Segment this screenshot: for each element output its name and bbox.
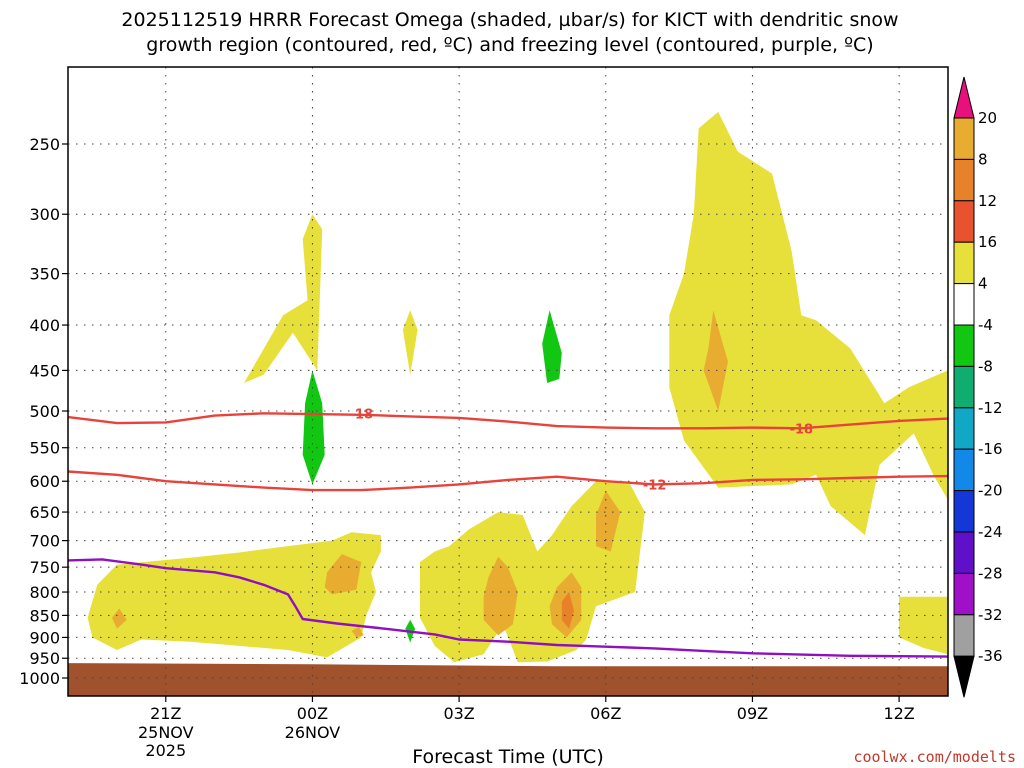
- omega-region-descent-2: [542, 310, 562, 383]
- colorbar-label-6: -12: [978, 399, 1003, 417]
- y-tick-label-700: 700: [29, 532, 60, 551]
- x-tick-date-00Z: 26NOV: [285, 723, 341, 742]
- colorbar-bin-4: [953, 283, 975, 326]
- x-tick-label-00Z: 00Z: [297, 704, 328, 723]
- contour-freezing-level: [68, 558, 948, 658]
- omega-region-ascent-right-edge: [899, 596, 948, 655]
- colorbar-bin-1: [953, 158, 975, 202]
- contours: -18 -18 -12: [68, 407, 948, 658]
- colorbar-bin-3: [953, 241, 975, 285]
- colorbar-bin-8: [953, 448, 975, 492]
- contour-label-dgz-minus-18-1: -18: [790, 422, 814, 437]
- y-tick-label-800: 800: [29, 583, 60, 602]
- colorbar-bin-0: [953, 117, 975, 160]
- colorbar-top-arrow: [953, 76, 975, 119]
- y-tick-label-600: 600: [29, 472, 60, 491]
- axes: 250 300 350 400 450 500 550 600 650 700 750 800 850 9…: [19, 135, 915, 760]
- x-axis-label: Forecast Time (UTC): [412, 746, 603, 768]
- colorbar-label-10: -28: [978, 564, 1003, 582]
- omega-region-ascent-core-5: [703, 310, 728, 411]
- colorbar-bin-12: [953, 614, 975, 657]
- omega-region-descent-1: [302, 370, 325, 485]
- omega-region-ascent-core-7: [351, 626, 364, 638]
- omega-region-ascent-core-6: [112, 608, 127, 629]
- omega-region-ascent-core-4: [596, 490, 621, 552]
- colorbar-label-11: -32: [978, 606, 1003, 624]
- x-tick-label-12Z: 12Z: [883, 704, 914, 723]
- y-tick-label-1000: 1000: [19, 669, 60, 688]
- x-tick-label-06Z: 06Z: [590, 704, 621, 723]
- x-tick-label-09Z: 09Z: [737, 704, 768, 723]
- colorbar-label-4: -4: [978, 316, 993, 334]
- omega-region-ascent-lowlevel-03z-06z: [420, 481, 645, 663]
- colorbar-bin-7: [953, 407, 975, 450]
- colorbar-label-1: 12: [978, 192, 997, 210]
- colorbar-bottom-arrow: [953, 655, 975, 698]
- gridlines: [68, 67, 948, 696]
- y-tick-label-550: 550: [29, 439, 60, 458]
- y-tick-label-300: 300: [29, 205, 60, 224]
- omega-region-ascent-small-0130z: [402, 310, 418, 375]
- colorbar-label-2: 16: [978, 233, 997, 251]
- colorbar-bin-9: [953, 490, 975, 533]
- contour-dgz-minus-12: [68, 470, 948, 492]
- y-tick-label-400: 400: [29, 316, 60, 335]
- y-tick-label-950: 950: [29, 649, 60, 668]
- contour-label-dgz-minus-18-0: -18: [350, 407, 374, 422]
- credit-text: coolwx.com/modelts: [853, 748, 1016, 766]
- chart-title-line-2: growth region (contoured, red, ºC) and f…: [146, 34, 873, 56]
- y-tick-label-650: 650: [29, 503, 60, 522]
- colorbar-label-3: 4: [978, 275, 988, 293]
- colorbar-label-12: -36: [978, 647, 1003, 665]
- y-tick-label-850: 850: [29, 606, 60, 625]
- terrain-fill: [68, 663, 948, 696]
- y-tick-label-350: 350: [29, 265, 60, 284]
- y-tick-label-900: 900: [29, 628, 60, 647]
- omega-region-ascent-upper-00z: [244, 214, 323, 383]
- contour-dgz-minus-18: [68, 412, 948, 430]
- colorbar-bin-6: [953, 365, 975, 409]
- x-tick-year-21Z: 2025: [145, 741, 186, 760]
- colorbar: 20 8 12 16 4 -4 -8 -12 -16 -20 -24 -28 -32 -36: [953, 76, 1003, 698]
- omega-region-ascent-upper-08z: [669, 111, 948, 536]
- x-tick-label-21Z: 21Z: [150, 704, 181, 723]
- chart-title-line-1: 2025112519 HRRR Forecast Omega (shaded, …: [121, 9, 898, 31]
- x-tick-label-03Z: 03Z: [443, 704, 474, 723]
- y-tick-label-750: 750: [29, 558, 60, 577]
- colorbar-bin-2: [953, 200, 975, 243]
- colorbar-label-0: 8: [978, 150, 988, 168]
- colorbar-bin-10: [953, 531, 975, 574]
- colorbar-label-9: -24: [978, 523, 1003, 541]
- colorbar-label-5: -8: [978, 357, 993, 375]
- colorbar-label-8: -20: [978, 482, 1003, 500]
- omega-region-ascent-max-1: [561, 592, 574, 629]
- y-tick-label-450: 450: [29, 361, 60, 380]
- colorbar-label-top: 20: [978, 109, 997, 127]
- colorbar-bin-5: [953, 324, 975, 367]
- contour-label-dgz-minus-12-0: -12: [643, 478, 667, 493]
- omega-region-ascent-core-1: [324, 554, 362, 595]
- colorbar-label-7: -16: [978, 440, 1003, 458]
- x-tick-date-21Z: 25NOV: [138, 723, 194, 742]
- plot-area: [68, 111, 948, 696]
- omega-region-ascent-lowlevel-20z-00z: [87, 532, 381, 658]
- y-tick-label-500: 500: [29, 402, 60, 421]
- y-tick-label-250: 250: [29, 135, 60, 154]
- colorbar-bin-11: [953, 572, 975, 616]
- plot-frame: [67, 66, 949, 697]
